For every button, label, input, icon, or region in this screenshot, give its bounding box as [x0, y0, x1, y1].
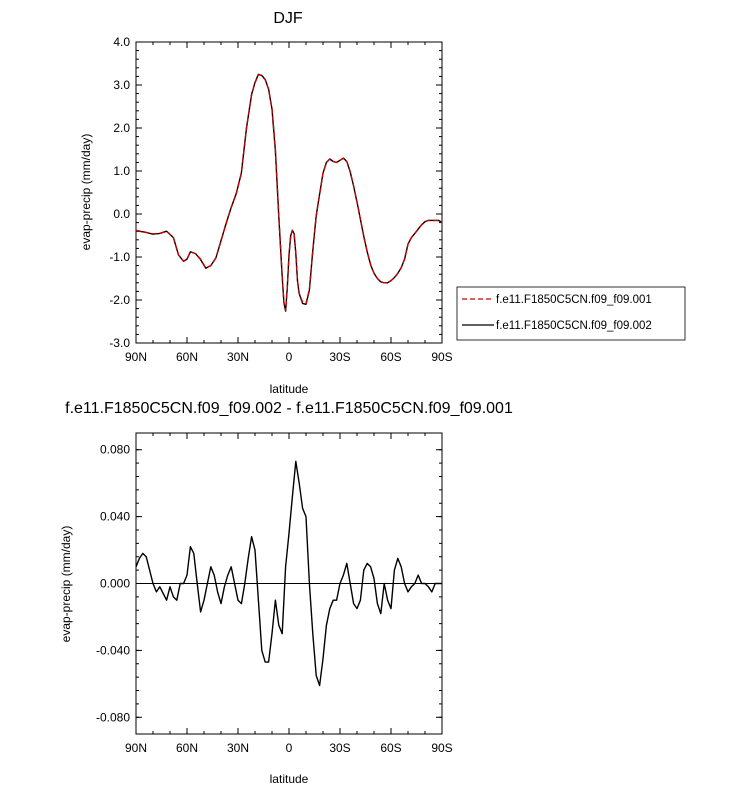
top-panel: DJF 90N 60N 30N 0 30S 60S 90S 4.0 3.0 2.0 1.0 0.0 -1…: [79, 10, 453, 396]
bottom-xtick-label: 90S: [431, 741, 452, 755]
legend-box: [456, 286, 686, 341]
bottom-ytick-label: 0.040: [100, 510, 130, 524]
top-ytick-label: -3.0: [109, 336, 130, 350]
top-panel-title: DJF: [273, 10, 303, 27]
bottom-xtick-label: 60S: [380, 741, 401, 755]
bottom-xtick-label: 0: [286, 741, 293, 755]
top-xtick-label: 30N: [227, 350, 249, 364]
top-xtick-label: 90N: [125, 350, 147, 364]
bottom-tick-marks: [135, 433, 443, 734]
bottom-series-lines: [135, 460, 442, 687]
top-xtick-label: 60N: [176, 350, 198, 364]
top-series-line-1: [135, 73, 443, 312]
bottom-y-axis-label: evap-precip (mm/day): [59, 526, 73, 643]
top-ytick-label: 3.0: [113, 78, 130, 92]
top-ytick-label: -2.0: [109, 293, 130, 307]
top-tick-labels: 90N 60N 30N 0 30S 60S 90S 4.0 3.0 2.0 1.0 0.0 -1.0 -2…: [109, 35, 452, 364]
top-xtick-label: 60S: [380, 350, 401, 364]
top-xtick-label: 30S: [329, 350, 350, 364]
bottom-ytick-label: -0.040: [96, 643, 130, 657]
legend: f.e11.F1850C5CN.f09_f09.001 f.e11.F1850C…: [456, 286, 686, 341]
bottom-ytick-label: 0.000: [100, 577, 130, 591]
bottom-x-axis-label: latitude: [270, 772, 309, 786]
bottom-series-line-1: [135, 460, 442, 687]
top-x-axis-label: latitude: [270, 382, 309, 396]
top-tick-marks: [135, 41, 443, 344]
bottom-xtick-label: 30S: [329, 741, 350, 755]
top-xtick-label: 90S: [431, 350, 452, 364]
bottom-panel: f.e11.F1850C5CN.f09_f09.002 - f.e11.F185…: [59, 400, 513, 786]
top-series-lines: [135, 73, 443, 312]
top-ytick-label: 4.0: [113, 35, 130, 49]
top-xtick-label: 0: [286, 350, 293, 364]
bottom-xtick-label: 60N: [176, 741, 198, 755]
top-ytick-label: 1.0: [113, 164, 130, 178]
bottom-panel-title: f.e11.F1850C5CN.f09_f09.002 - f.e11.F185…: [65, 400, 513, 417]
bottom-xtick-label: 30N: [227, 741, 249, 755]
bottom-ytick-label: 0.080: [100, 443, 130, 457]
top-ytick-label: 0.0: [113, 207, 130, 221]
legend-label-series-001: f.e11.F1850C5CN.f09_f09.001: [496, 294, 652, 306]
bottom-xtick-label: 90N: [125, 741, 147, 755]
top-plot-frame: [135, 41, 443, 344]
bottom-ytick-label: -0.080: [96, 710, 130, 724]
top-y-axis-label: evap-precip (mm/day): [79, 134, 93, 251]
top-ytick-label: -1.0: [109, 250, 130, 264]
bottom-tick-labels: 90N 60N 30N 0 30S 60S 90S 0.080 0.040 0.000 -0.040…: [96, 443, 453, 755]
legend-label-series-002: f.e11.F1850C5CN.f09_f09.002: [496, 320, 652, 332]
top-ytick-label: 2.0: [113, 121, 130, 135]
